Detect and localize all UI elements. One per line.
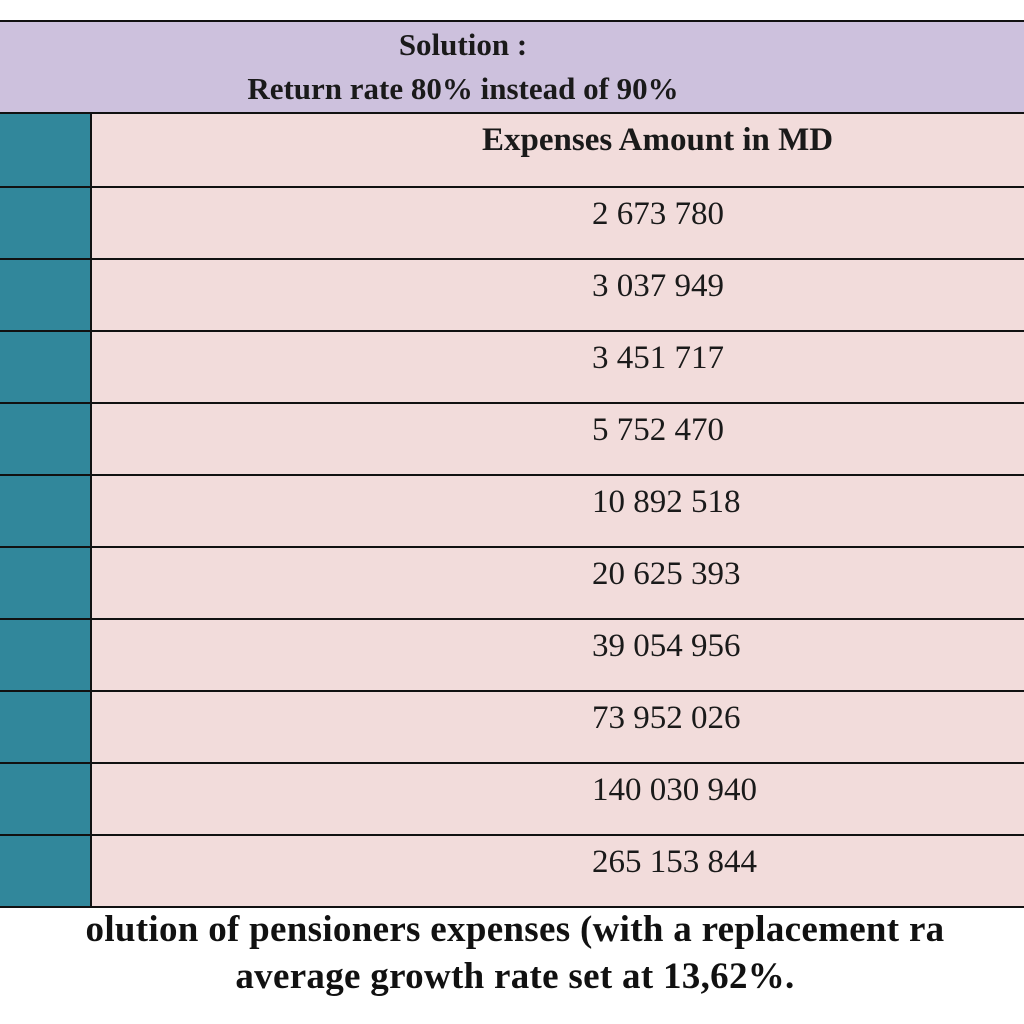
expense-value-cell: 10 892 518 [90,474,1024,548]
caption-line-1: olution of pensioners expenses (with a r… [85,909,945,950]
expense-value: 39 054 956 [592,628,741,664]
expense-value-cell: 3 451 717 [90,330,1024,404]
expense-value-cell: 39 054 956 [90,618,1024,692]
table-row: 10 892 518 [0,474,1024,548]
header-row: Expenses Amount in MD [0,112,1024,188]
column-header-label: Expenses Amount in MD [482,122,834,158]
first-column-cell [0,258,92,332]
first-column-cell [0,474,92,548]
table-row: 140 030 940 [0,762,1024,836]
first-column-cell [0,546,92,620]
expense-value-cell: 3 037 949 [90,258,1024,332]
expenses-table: Solution : Return rate 80% instead of 90… [0,20,1024,908]
expense-value-cell: 5 752 470 [90,402,1024,476]
expense-value: 73 952 026 [592,700,741,736]
column-header: Expenses Amount in MD [90,112,1024,188]
expense-value: 10 892 518 [592,484,741,520]
expense-value: 3 037 949 [592,268,724,304]
expense-value-cell: 140 030 940 [90,762,1024,836]
first-column-cell [0,186,92,260]
expense-value-cell: 20 625 393 [90,546,1024,620]
table-row: 3 451 717 [0,330,1024,404]
first-column-cell [0,690,92,764]
table-row: 3 037 949 [0,258,1024,332]
expense-value: 265 153 844 [592,844,757,880]
expense-value-cell: 2 673 780 [90,186,1024,260]
first-column-cell [0,112,92,188]
expense-value: 140 030 940 [592,772,757,808]
first-column-cell [0,762,92,836]
expense-value: 5 752 470 [592,412,724,448]
figure-caption: olution of pensioners expenses (with a r… [0,906,1024,1000]
first-column-cell [0,402,92,476]
table-row: 5 752 470 [0,402,1024,476]
table-row: 39 054 956 [0,618,1024,692]
table-row: 2 673 780 [0,186,1024,260]
table-title: Solution : Return rate 80% instead of 90… [0,20,1024,114]
first-column-cell [0,330,92,404]
first-column-cell [0,834,92,908]
expense-value: 20 625 393 [592,556,741,592]
table-row: 265 153 844 [0,834,1024,908]
caption-line-2: average growth rate set at 13,62%. [235,956,795,997]
table-row: 20 625 393 [0,546,1024,620]
first-column-cell [0,618,92,692]
title-row: Solution : Return rate 80% instead of 90… [0,20,1024,114]
table-title-line-2: Return rate 80% instead of 90% [247,71,679,106]
expense-value-cell: 265 153 844 [90,834,1024,908]
expense-value-cell: 73 952 026 [90,690,1024,764]
table-row: 73 952 026 [0,690,1024,764]
expense-value: 2 673 780 [592,196,724,232]
table-title-line-1: Solution : [398,27,528,62]
expense-value: 3 451 717 [592,340,724,376]
